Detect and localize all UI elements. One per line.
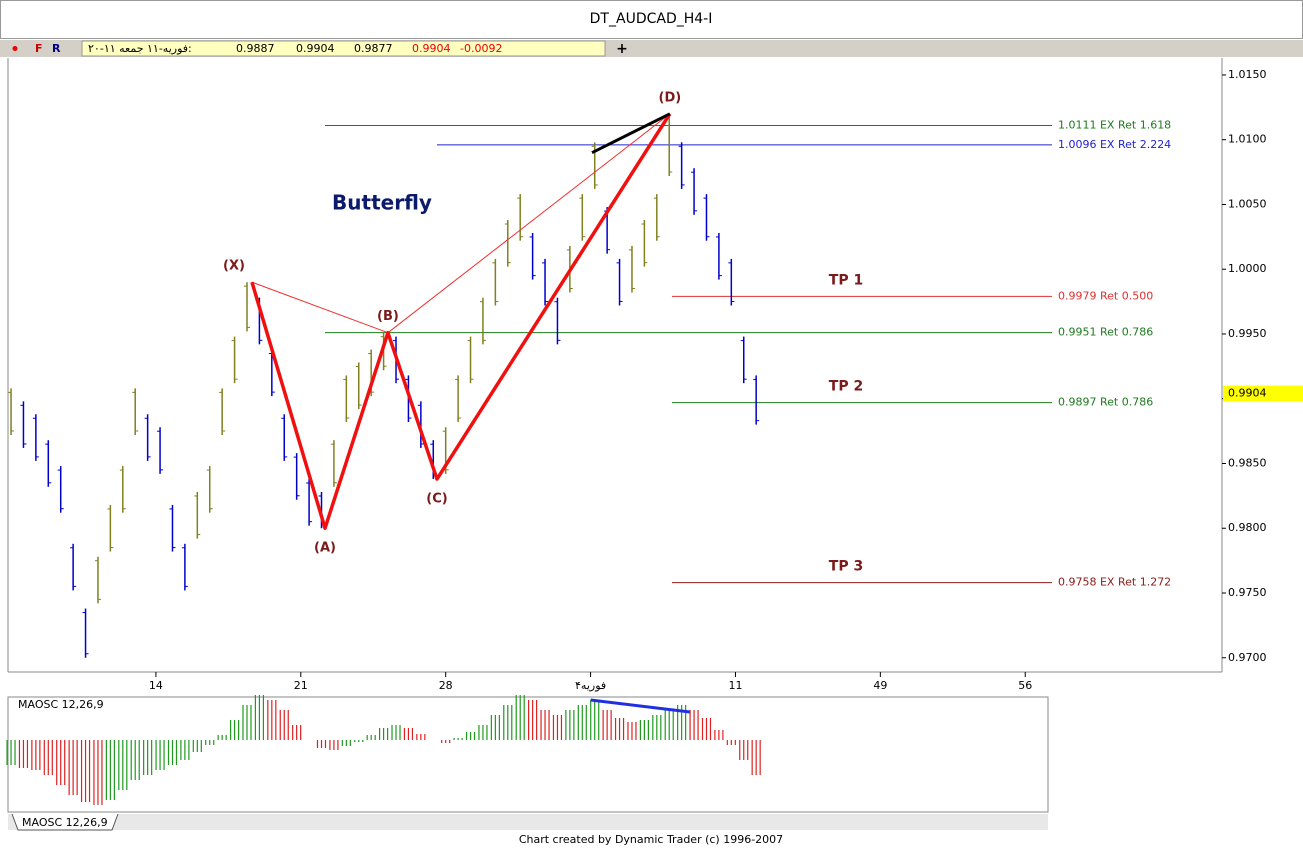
f-button[interactable]: F — [35, 42, 43, 55]
indicator-name: MAOSC 12,26,9 — [18, 698, 104, 711]
indicator-tab[interactable]: MAOSC 12,26,9 — [22, 816, 108, 829]
y-tick-label: 0.9800 — [1228, 521, 1267, 534]
level-label: 0.9979 Ret 0.500 — [1058, 289, 1153, 302]
osc-trendline — [590, 698, 691, 714]
x-tick-label: فوريه۴ — [575, 679, 606, 692]
y-tick-label: 0.9950 — [1228, 327, 1267, 340]
trendline — [591, 112, 671, 155]
title-bar — [0, 0, 1303, 39]
x-tick-label: 14 — [149, 679, 163, 692]
level-label: 1.0111 EX Ret 1.618 — [1058, 118, 1171, 131]
level-label: 0.9897 Ret 0.786 — [1058, 396, 1153, 409]
crosshair-button[interactable]: + — [616, 41, 628, 57]
indicator-tab-shape[interactable] — [11, 813, 119, 831]
bar-date: فوريه-١١ جمعه ١١-٢٠: — [88, 42, 192, 55]
tp-label: TP 3 — [829, 559, 863, 575]
footer: Chart created by Dynamic Trader (c) 1996… — [519, 833, 783, 846]
toolbar-value: 0.9904 — [296, 42, 335, 55]
last-price-box — [1223, 385, 1303, 402]
pattern-point-label: (C) — [426, 492, 447, 507]
pattern-leg — [250, 112, 672, 530]
info-field — [81, 40, 606, 57]
toolbar-value: 0.9904 — [412, 42, 451, 55]
pattern-point-label: (X) — [223, 259, 245, 274]
pattern-point-label: (B) — [377, 309, 399, 324]
x-tick-label: 11 — [728, 679, 742, 692]
y-tick-label: 0.9850 — [1228, 456, 1267, 469]
tab-strip — [8, 814, 1048, 830]
record-dot[interactable] — [12, 46, 18, 51]
pattern-guide — [387, 113, 671, 334]
r-button[interactable]: R — [52, 42, 61, 55]
chart-title: DT_AUDCAD_H4-I — [590, 11, 713, 27]
tp-label: TP 1 — [829, 272, 863, 288]
y-tick-label: 0.9750 — [1228, 586, 1267, 599]
toolbar-value: -0.0092 — [460, 42, 502, 55]
x-tick-label: 21 — [294, 679, 308, 692]
x-tick-label: 28 — [439, 679, 453, 692]
tp-label: TP 2 — [829, 379, 863, 395]
level-label: 1.0096 EX Ret 2.224 — [1058, 138, 1171, 151]
toolbar-values: 0.9887 0.9904 0.9877 0.9904 -0.0092 — [236, 42, 502, 55]
y-tick-label: 1.0050 — [1228, 197, 1267, 210]
toolbar-value: 0.9887 — [236, 42, 275, 55]
x-tick-label: 56 — [1018, 679, 1032, 692]
y-tick-label: 1.0000 — [1228, 262, 1267, 275]
toolbar-value: 0.9877 — [354, 42, 393, 55]
y-tick-label: 1.0100 — [1228, 133, 1267, 146]
level-label: 0.9758 EX Ret 1.272 — [1058, 576, 1171, 589]
x-tick-label: 49 — [873, 679, 887, 692]
pattern-name: Butterfly — [332, 191, 432, 215]
last-price-label: 0.9904 — [1228, 387, 1267, 400]
y-tick-label: 1.0150 — [1228, 68, 1267, 81]
pattern-guide — [251, 281, 389, 334]
level-label: 0.9951 Ret 0.786 — [1058, 326, 1153, 339]
pattern-point-label: (A) — [314, 541, 336, 556]
pattern-point-label: (D) — [659, 90, 682, 105]
y-tick-label: 0.9700 — [1228, 651, 1267, 664]
